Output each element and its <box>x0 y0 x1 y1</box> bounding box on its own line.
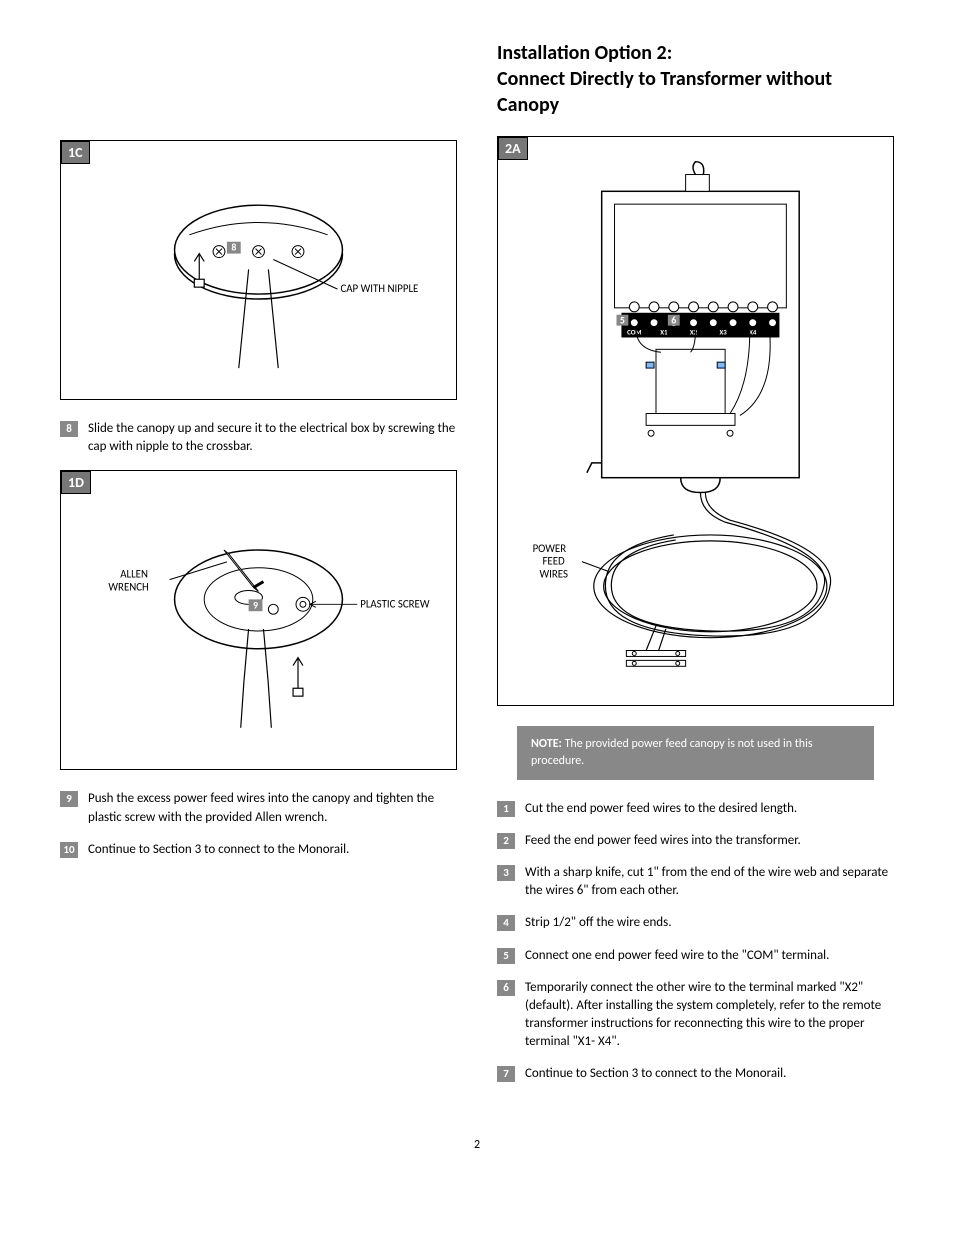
svg-text:5: 5 <box>620 315 625 327</box>
step-4: 4 Strip 1/2" off the wire ends. <box>497 914 894 932</box>
svg-text:8: 8 <box>231 242 236 254</box>
figure-1c-tag: 1C <box>61 141 90 164</box>
svg-text:X2: X2 <box>690 328 698 337</box>
step-text: Temporarily connect the other wire to th… <box>525 979 894 1052</box>
svg-text:6: 6 <box>671 315 676 327</box>
right-column: Installation Option 2: Connect Directly … <box>497 40 894 1098</box>
figure-2a: 2A <box>497 136 894 706</box>
note-text: The provided power feed canopy is not us… <box>531 737 813 768</box>
step-num: 1 <box>497 801 515 817</box>
step-num: 2 <box>497 833 515 849</box>
figure-1c-svg: 8 CAP WITH NIPPLE <box>61 141 456 398</box>
step-text: Feed the end power feed wires into the t… <box>525 832 894 850</box>
step-num: 9 <box>60 791 78 807</box>
section-heading: Installation Option 2: Connect Directly … <box>497 40 894 118</box>
step-text: Push the excess power feed wires into th… <box>88 790 457 826</box>
step-num: 3 <box>497 865 515 881</box>
svg-text:X3: X3 <box>719 328 727 337</box>
step-text: Continue to Section 3 to connect to the … <box>88 841 457 859</box>
step-text: With a sharp knife, cut 1" from the end … <box>525 864 894 900</box>
svg-text:ALLEN: ALLEN <box>120 568 148 581</box>
figure-1d-svg: 9 ALLEN WRENCH PLASTIC SCREW <box>61 471 456 767</box>
svg-text:WRENCH: WRENCH <box>108 581 149 594</box>
page-columns: 1C 8 <box>60 40 894 1098</box>
svg-text:POWER: POWER <box>533 542 567 555</box>
svg-text:CAP WITH NIPPLE: CAP WITH NIPPLE <box>340 282 418 295</box>
step-text: Continue to Section 3 to connect to the … <box>525 1065 894 1083</box>
step-text: Connect one end power feed wire to the "… <box>525 947 894 965</box>
figure-2a-svg: COM X1 X2 X3 X4 5 6 <box>498 137 893 700</box>
heading-line2: Connect Directly to Transformer without … <box>497 67 832 117</box>
note-box: NOTE: The provided power feed canopy is … <box>517 726 874 780</box>
step-num: 5 <box>497 948 515 964</box>
step-text: Strip 1/2" off the wire ends. <box>525 914 894 932</box>
step-5: 5 Connect one end power feed wire to the… <box>497 947 894 965</box>
svg-text:COM: COM <box>627 328 641 337</box>
step-9: 9 Push the excess power feed wires into … <box>60 790 457 826</box>
step-10: 10 Continue to Section 3 to connect to t… <box>60 841 457 859</box>
step-num: 10 <box>60 842 78 858</box>
svg-text:PLASTIC SCREW: PLASTIC SCREW <box>360 598 430 611</box>
step-num: 6 <box>497 980 515 996</box>
step-num: 4 <box>497 915 515 931</box>
svg-text:WIRES: WIRES <box>539 567 567 580</box>
step-6: 6 Temporarily connect the other wire to … <box>497 979 894 1052</box>
figure-1d: 1D 9 ALLEN WRENC <box>60 470 457 770</box>
page-number: 2 <box>60 1138 894 1152</box>
step-text: Cut the end power feed wires to the desi… <box>525 800 894 818</box>
svg-text:X1: X1 <box>660 328 668 337</box>
figure-1c: 1C 8 <box>60 140 457 400</box>
step-7: 7 Continue to Section 3 to connect to th… <box>497 1065 894 1083</box>
figure-1d-tag: 1D <box>61 471 91 494</box>
svg-text:FEED: FEED <box>542 555 565 568</box>
figure-2a-tag: 2A <box>498 137 528 160</box>
left-column: 1C 8 <box>60 40 457 1098</box>
step-num: 8 <box>60 421 78 437</box>
heading-line1: Installation Option 2: <box>497 41 672 65</box>
svg-text:9: 9 <box>253 600 258 612</box>
step-2: 2 Feed the end power feed wires into the… <box>497 832 894 850</box>
note-label: NOTE: <box>531 737 562 751</box>
step-1: 1 Cut the end power feed wires to the de… <box>497 800 894 818</box>
step-3: 3 With a sharp knife, cut 1" from the en… <box>497 864 894 900</box>
step-num: 7 <box>497 1066 515 1082</box>
step-text: Slide the canopy up and secure it to the… <box>88 420 457 456</box>
step-8: 8 Slide the canopy up and secure it to t… <box>60 420 457 456</box>
